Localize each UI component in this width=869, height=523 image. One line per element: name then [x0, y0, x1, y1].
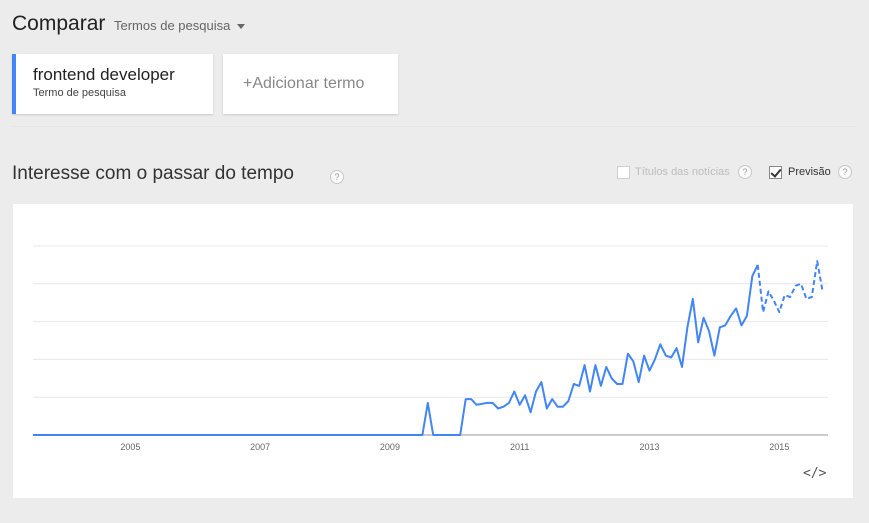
line-chart: 2005 2007 2009 2011 2013 2015 [33, 245, 828, 452]
search-term-name: frontend developer [33, 65, 175, 84]
forecast-help-icon[interactable]: ? [838, 165, 852, 179]
search-term-subtitle: Termo de pesquisa [33, 87, 126, 99]
add-term-label: +Adicionar termo [243, 75, 365, 92]
series-line-forecast [756, 260, 824, 314]
search-term-card[interactable]: frontend developer Termo de pesquisa [12, 54, 213, 114]
embed-code-icon[interactable]: </> [803, 466, 827, 481]
interest-over-time-title: Interesse com o passar do tempo [12, 163, 294, 184]
interest-chart: 2005 2007 2009 2011 2013 2015 </> [13, 204, 853, 498]
x-tick-label: 2007 [250, 442, 270, 452]
news-headlines-label[interactable]: Títulos das notícias [635, 166, 730, 178]
x-tick-label: 2009 [380, 442, 400, 452]
page-title: Comparar [12, 12, 106, 35]
plus-icon: + [243, 75, 253, 92]
search-terms-dropdown-label: Termos de pesquisa [114, 18, 231, 33]
caret-down-icon [237, 24, 246, 30]
add-term-button[interactable]: +Adicionar termo [223, 54, 398, 114]
news-headlines-checkbox[interactable] [617, 166, 630, 179]
search-terms-dropdown[interactable]: Termos de pesquisa [114, 18, 246, 33]
x-tick-label: 2015 [769, 442, 789, 452]
x-tick-label: 2005 [120, 442, 140, 452]
x-tick-label: 2013 [640, 442, 660, 452]
help-icon[interactable]: ? [330, 170, 344, 184]
forecast-checkbox[interactable] [769, 166, 782, 179]
series-line-actual [33, 264, 759, 436]
news-headlines-help-icon[interactable]: ? [738, 165, 752, 179]
forecast-label[interactable]: Previsão [788, 166, 831, 178]
section-divider [12, 126, 857, 127]
x-tick-label: 2011 [510, 442, 529, 452]
